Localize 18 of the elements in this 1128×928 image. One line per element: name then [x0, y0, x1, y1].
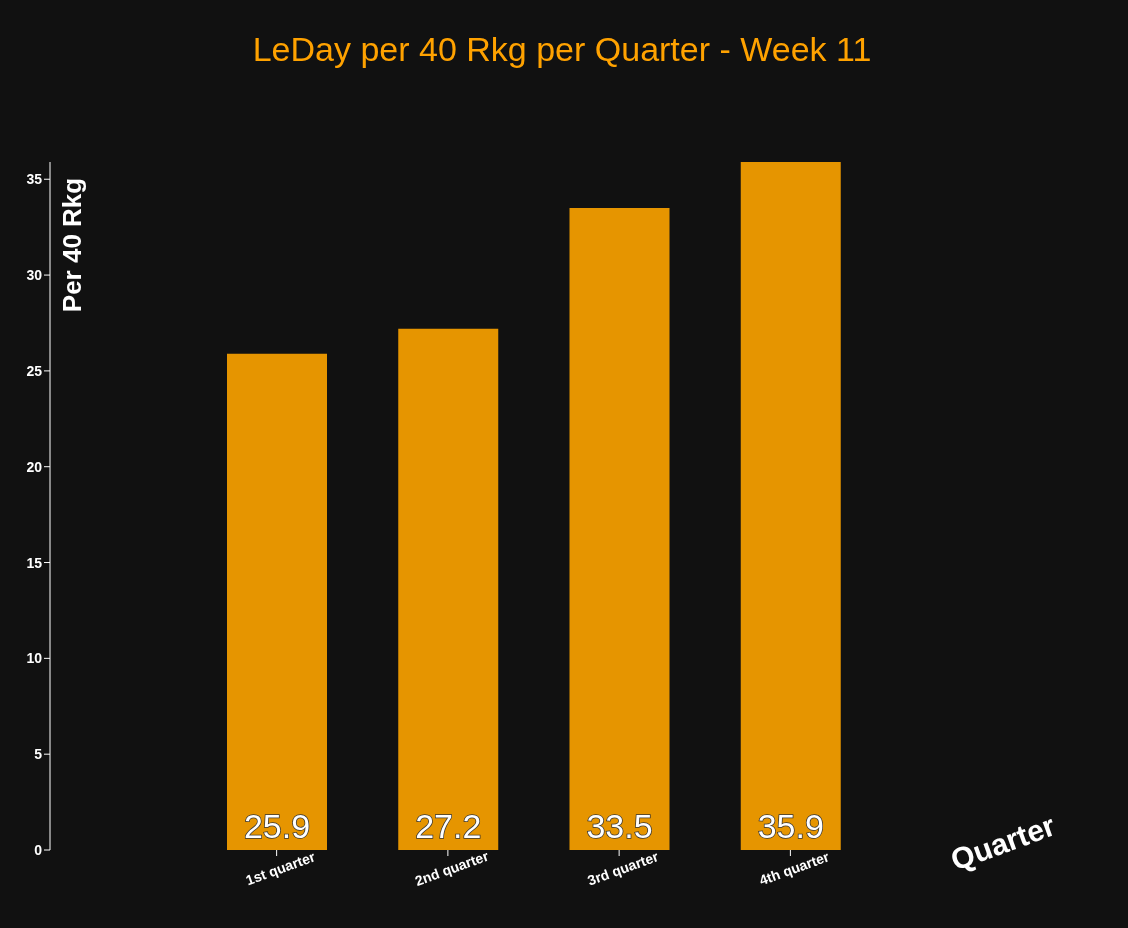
data-label: 33.5	[586, 807, 653, 845]
bar	[569, 207, 670, 850]
y-tick-label: 15	[26, 554, 43, 571]
y-tick-label: 25	[26, 362, 43, 379]
data-label: 27.2	[415, 807, 482, 845]
data-label: 35.9	[757, 807, 824, 845]
bar	[740, 162, 841, 850]
y-tick-label: 30	[26, 267, 43, 284]
y-tick-label: 35	[26, 171, 43, 188]
y-tick-label: 5	[34, 746, 43, 763]
y-axis-title: Per 40 Rkg	[56, 177, 88, 313]
bar	[227, 353, 327, 850]
chart-title: LeDay per 40 Rkg per Quarter - Week 11	[251, 30, 873, 69]
y-tick-label: 0	[34, 841, 43, 858]
bar	[398, 328, 499, 850]
y-tick-label: 10	[26, 650, 43, 667]
data-label: 25.9	[243, 807, 311, 845]
y-tick-label: 20	[26, 458, 43, 475]
